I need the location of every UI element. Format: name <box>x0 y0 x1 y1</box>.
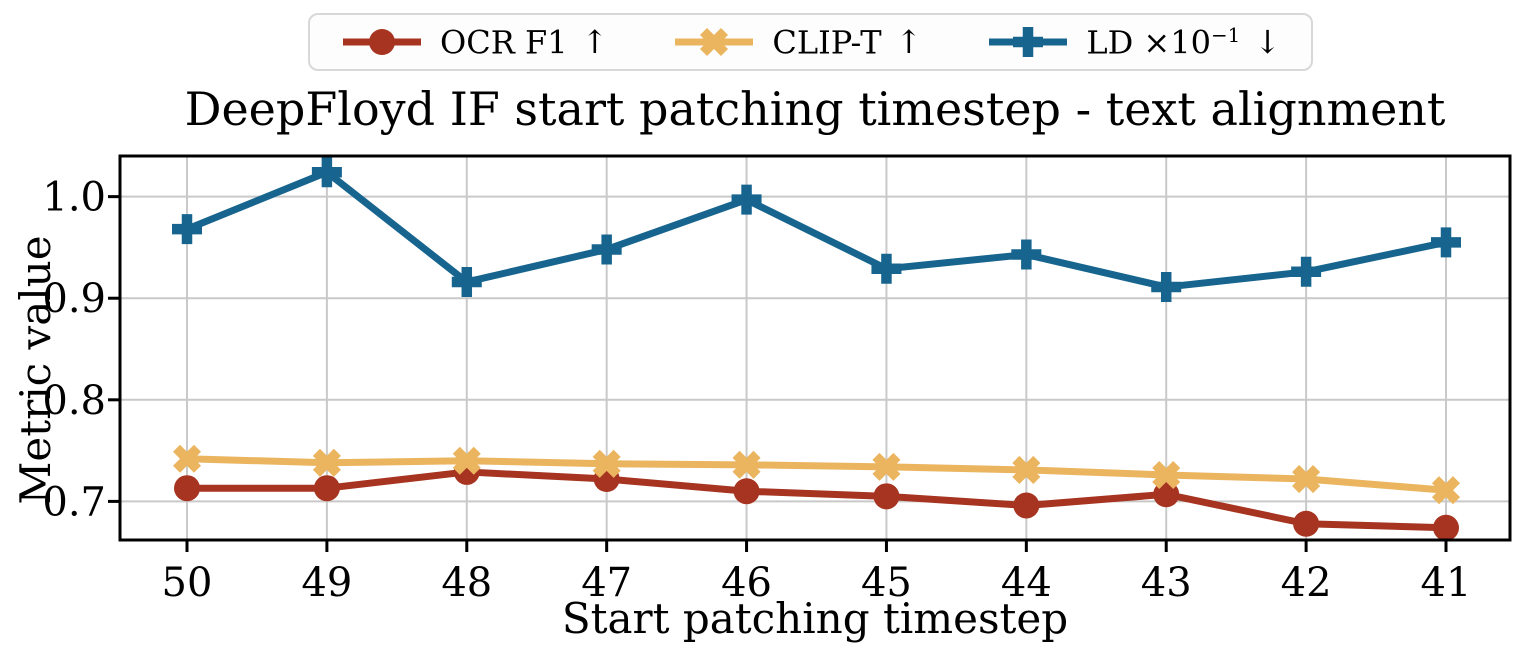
marker-circle-ocr-f1 <box>1433 514 1459 541</box>
legend-label-text: LD ×10 <box>1086 23 1211 62</box>
y-axis-label: Metric value <box>11 235 60 505</box>
marker-circle-ocr-f1 <box>733 478 760 505</box>
marker-x-clip-t <box>592 449 621 478</box>
series-line-clip-t <box>186 455 1447 494</box>
legend: OCR F1 ↑ CLIP-T ↑ LD ×10−1 ↓ <box>308 13 1313 71</box>
legend-direction-arrow: ↑ <box>895 23 923 62</box>
series-line-ocr-f1 <box>187 468 1447 532</box>
legend-label-superscript: −1 <box>1210 23 1241 47</box>
x-tick-label: 44 <box>1001 560 1052 606</box>
legend-label-text: CLIP-T <box>772 23 882 62</box>
marker-x-clip-t <box>700 27 729 57</box>
y-tick-label: 0.8 <box>42 378 106 424</box>
legend-label-text: OCR F1 <box>440 23 568 62</box>
marker-circle-ocr-f1 <box>873 483 900 510</box>
marker-circle-ocr-f1 <box>313 475 340 502</box>
legend-swatch <box>675 27 754 57</box>
x-tick-label: 49 <box>301 560 352 606</box>
series-line-ld <box>185 168 1447 291</box>
marker-circle-ocr-f1 <box>369 29 395 55</box>
x-tick-label: 47 <box>581 560 632 606</box>
legend-item-ld: LD ×10−1 ↓ <box>986 24 1281 60</box>
x-tick-label: 43 <box>1141 560 1192 606</box>
marker-x-clip-t <box>1152 460 1181 490</box>
legend-item-label: OCR F1 ↑ <box>440 23 609 62</box>
y-tick-label: 0.9 <box>42 276 106 322</box>
marker-circle-ocr-f1 <box>1293 510 1320 537</box>
marker-x-clip-t <box>452 446 481 475</box>
x-tick-label: 42 <box>1281 560 1332 606</box>
x-tick-label: 50 <box>162 560 213 606</box>
legend-direction-arrow: ↓ <box>1254 23 1281 62</box>
marker-circle-ocr-f1 <box>1013 492 1040 519</box>
legend-swatch <box>343 29 421 55</box>
y-tick-label: 0.7 <box>42 479 106 525</box>
chart-title: DeepFloyd IF start patching timestep - t… <box>184 82 1446 136</box>
legend-swatch <box>989 27 1068 57</box>
marker-x-clip-t <box>1431 476 1461 505</box>
x-tick-label: 41 <box>1421 560 1472 606</box>
x-axis-label: Start patching timestep <box>561 594 1069 643</box>
marker-x-clip-t <box>1012 455 1041 484</box>
marker-x-clip-t <box>872 452 901 481</box>
legend-item-label: CLIP-T ↑ <box>772 23 923 62</box>
legend-item-ocr-f1: OCR F1 ↑ <box>340 24 608 60</box>
x-tick-label: 46 <box>721 560 772 606</box>
x-tick-label: 48 <box>441 560 492 606</box>
marker-x-clip-t <box>312 448 341 477</box>
legend-direction-arrow: ↑ <box>581 23 609 62</box>
legend-item-label: LD ×10−1 ↓ <box>1086 23 1281 62</box>
marker-circle-ocr-f1 <box>174 475 200 502</box>
legend-item-clip-t: CLIP-T ↑ <box>672 24 922 60</box>
marker-x-clip-t <box>732 450 761 479</box>
marker-x-clip-t <box>1292 465 1321 494</box>
marker-x-clip-t <box>172 444 202 473</box>
axes-border <box>118 154 1512 542</box>
y-tick-label: 1.0 <box>42 175 106 221</box>
x-tick-label: 45 <box>861 560 912 606</box>
